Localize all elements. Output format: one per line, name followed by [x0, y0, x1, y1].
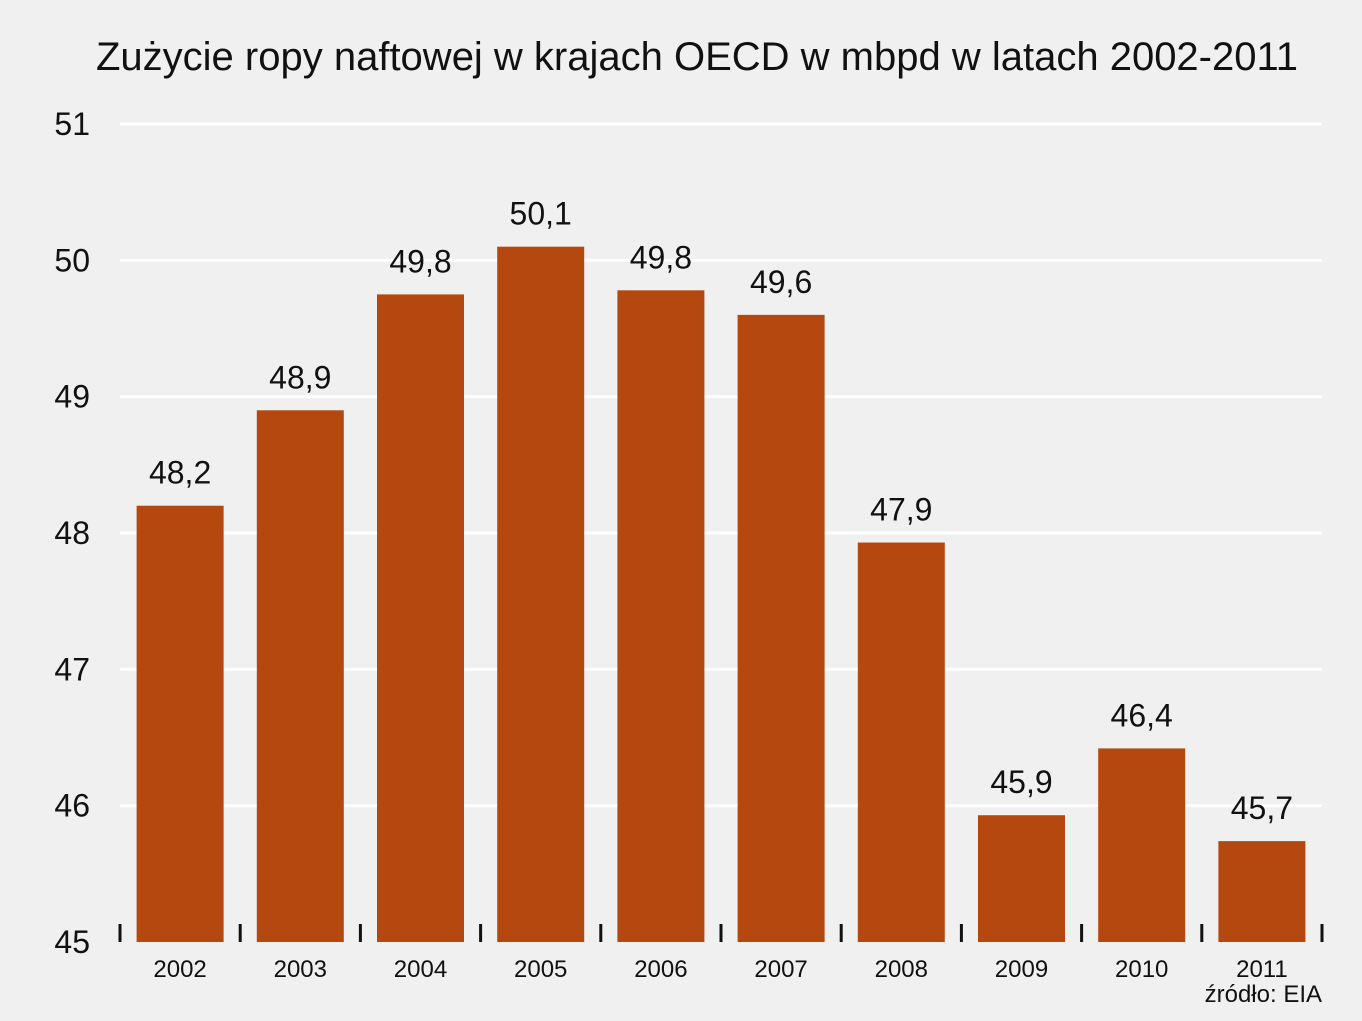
bar: [1098, 748, 1186, 942]
bar: [857, 542, 945, 942]
y-axis: 45 46 47 48 49 50 51: [54, 106, 90, 960]
data-label: 45,7: [1231, 790, 1293, 826]
data-label: 46,4: [1111, 697, 1173, 733]
data-label: 49,6: [750, 264, 812, 300]
data-label: 45,9: [990, 764, 1052, 800]
x-tick-label: 2005: [514, 956, 567, 983]
bar: [497, 246, 585, 942]
bar: [256, 410, 344, 942]
y-tick-label: 45: [54, 924, 90, 960]
x-axis: 2002 2003 2004 2005 2006 2007 2008 2009 2010 2011: [118, 924, 1324, 983]
data-label: 48,2: [149, 455, 211, 491]
data-label: 50,1: [510, 196, 572, 232]
y-tick-label: 47: [54, 651, 90, 687]
x-tick-label: 2007: [754, 956, 807, 983]
data-labels: 48,2 48,9 49,8 50,1 49,8 49,6 47,9 45,9 46,4 45,7: [149, 196, 1293, 826]
data-label: 47,9: [870, 492, 932, 528]
x-tick-label: 2009: [995, 956, 1048, 983]
bar: [737, 314, 825, 942]
data-label: 49,8: [389, 243, 451, 279]
bar: [617, 290, 705, 942]
x-tick-label: 2006: [634, 956, 687, 983]
x-tick-label: 2004: [394, 956, 447, 983]
source-note: źródło: EIA: [1205, 981, 1322, 1008]
bar: [136, 505, 224, 942]
y-tick-label: 48: [54, 515, 90, 551]
data-label: 49,8: [630, 239, 692, 275]
bar: [377, 294, 464, 943]
chart-title: Zużycie ropy naftowej w krajach OECD w m…: [96, 35, 1298, 79]
bar: [978, 815, 1065, 942]
x-tick-label: 2010: [1115, 956, 1168, 983]
x-tick-label: 2011: [1236, 956, 1288, 983]
x-tick-label: 2003: [274, 956, 327, 983]
bars: [136, 246, 1306, 943]
y-tick-label: 46: [54, 788, 90, 824]
x-tick-label: 2008: [875, 956, 928, 983]
y-tick-label: 49: [54, 379, 90, 415]
x-tick-label: 2002: [153, 956, 206, 983]
y-tick-label: 50: [54, 242, 90, 278]
bar: [1218, 841, 1306, 942]
data-label: 48,9: [269, 359, 331, 395]
y-tick-label: 51: [54, 106, 90, 142]
